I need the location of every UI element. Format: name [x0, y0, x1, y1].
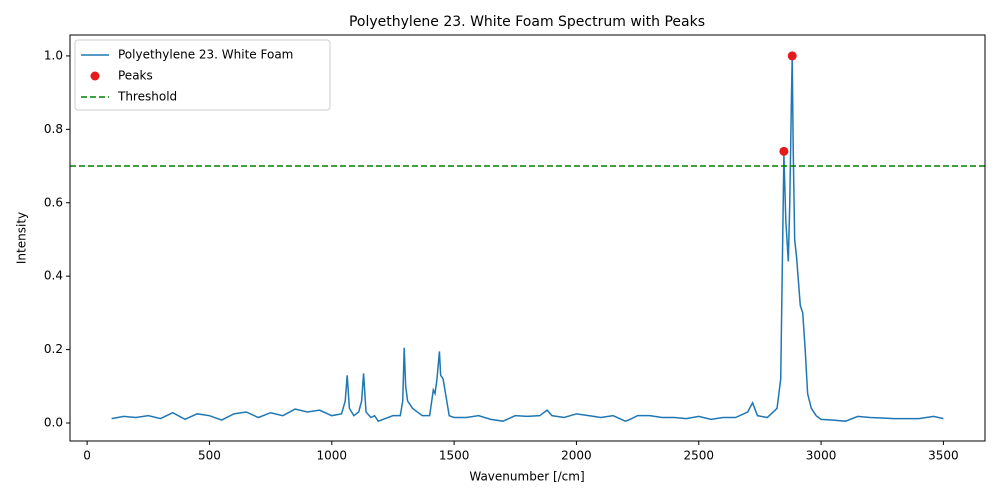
y-tick-label: 0.8 [44, 122, 63, 136]
y-tick-label: 0.0 [44, 416, 63, 430]
legend-label: Polyethylene 23. White Foam [118, 48, 293, 62]
y-axis-label: Intensity [15, 212, 29, 264]
y-tick-label: 0.6 [44, 195, 63, 209]
x-tick-label: 500 [198, 449, 221, 463]
x-tick-label: 2500 [683, 449, 714, 463]
peak-point [787, 51, 797, 61]
plot-frame [69, 34, 986, 442]
spectrum-line [111, 55, 944, 423]
x-tick-label: 2000 [561, 449, 592, 463]
x-tick-label: 3500 [928, 449, 959, 463]
x-tick-label: 1000 [317, 449, 348, 463]
legend-marker [90, 71, 100, 81]
chart-title: Polyethylene 23. White Foam Spectrum wit… [349, 14, 705, 30]
legend-label: Threshold [117, 90, 177, 104]
x-tick-label: 1500 [439, 449, 470, 463]
y-tick-label: 0.2 [44, 342, 63, 356]
x-tick-label: 3000 [806, 449, 837, 463]
x-tick-label: 0 [83, 449, 91, 463]
peak-point [779, 146, 789, 156]
y-tick-label: 1.0 [44, 48, 63, 62]
plot-area [70, 51, 985, 423]
y-tick-label: 0.4 [44, 269, 63, 283]
x-axis-label: Wavenumber [/cm] [469, 470, 584, 484]
legend-box [74, 39, 331, 111]
legend-label: Peaks [118, 69, 153, 83]
